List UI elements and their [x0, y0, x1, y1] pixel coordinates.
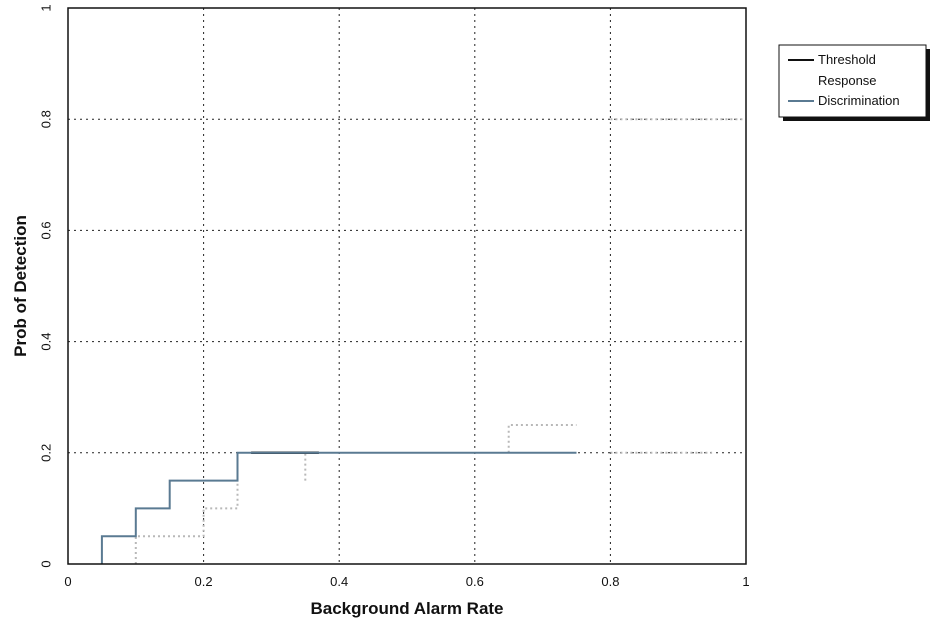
- y-tick-label: 0.8: [39, 110, 54, 128]
- series-line-2: [134, 480, 239, 564]
- x-tick-label: 0.6: [466, 574, 484, 589]
- legend: Threshold Response Discrimination: [778, 44, 930, 121]
- x-tick-label: 1: [742, 574, 749, 589]
- x-tick-label: 0.8: [601, 574, 619, 589]
- plot-frame: [67, 7, 747, 565]
- grid-layer: [68, 8, 746, 564]
- x-tick-label: 0.4: [330, 574, 348, 589]
- y-tick-label: 0: [39, 560, 54, 567]
- y-axis-title: Prob of Detection: [11, 215, 30, 357]
- x-axis-title: Background Alarm Rate: [310, 599, 503, 618]
- x-tick-label: 0: [64, 574, 71, 589]
- legend-items: Threshold Response Discrimination: [788, 52, 900, 108]
- y-tick-label: 0.4: [39, 333, 54, 351]
- x-tick-label: 0.2: [195, 574, 213, 589]
- series-layer: [100, 118, 746, 564]
- ticks-layer: 0 0.2 0.4 0.6 0.8 1 0 0.2 0.4 0.6 0.8 1: [39, 4, 750, 589]
- series-line-4: [507, 424, 577, 453]
- series-line-1: [100, 451, 577, 564]
- legend-label: Response: [818, 73, 877, 88]
- legend-box: [778, 44, 927, 118]
- legend-label: Discrimination: [818, 93, 900, 108]
- legend-label: Threshold: [818, 52, 876, 67]
- y-tick-label: 0.2: [39, 444, 54, 462]
- y-tick-label: 1: [39, 4, 54, 11]
- y-tick-label: 0.6: [39, 221, 54, 239]
